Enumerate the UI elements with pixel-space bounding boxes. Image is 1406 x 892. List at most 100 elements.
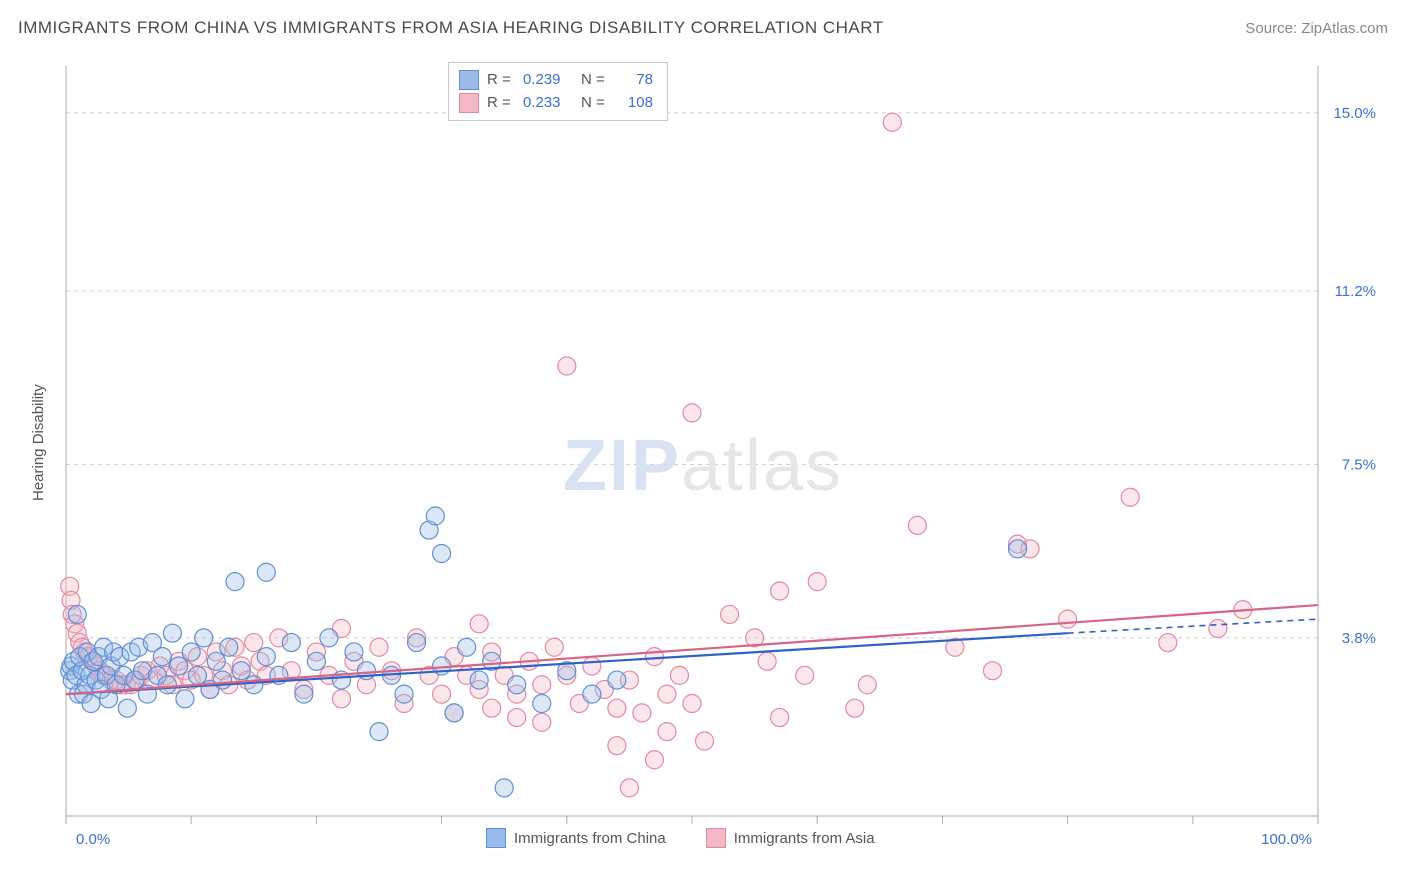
data-point <box>645 648 663 666</box>
data-point <box>483 699 501 717</box>
data-point <box>118 699 136 717</box>
source-link[interactable]: ZipAtlas.com <box>1301 20 1388 37</box>
legend-swatch <box>459 70 479 90</box>
legend-item: Immigrants from Asia <box>706 828 875 848</box>
n-label: N = <box>568 69 608 92</box>
data-point <box>645 751 663 769</box>
data-point <box>470 671 488 689</box>
y-tick-label: 3.8% <box>1342 630 1376 647</box>
data-point <box>245 634 263 652</box>
data-point <box>633 704 651 722</box>
x-tick-label: 100.0% <box>1261 831 1312 848</box>
data-point <box>188 666 206 684</box>
data-point <box>696 732 714 750</box>
data-point <box>721 605 739 623</box>
legend-item: Immigrants from China <box>486 828 666 848</box>
data-point <box>226 573 244 591</box>
data-point <box>608 671 626 689</box>
data-point <box>282 634 300 652</box>
data-point <box>771 709 789 727</box>
data-point <box>232 662 250 680</box>
data-point <box>683 695 701 713</box>
data-point <box>295 685 313 703</box>
stats-row: R = 0.239 N = 78 <box>459 69 653 92</box>
data-point <box>1121 488 1139 506</box>
data-point <box>508 709 526 727</box>
data-point <box>433 685 451 703</box>
data-point <box>808 573 826 591</box>
r-value: 0.239 <box>523 69 561 92</box>
data-point <box>858 676 876 694</box>
data-point <box>426 507 444 525</box>
data-point <box>545 638 563 656</box>
data-point <box>163 624 181 642</box>
series-immigrants-from-asia <box>61 113 1252 797</box>
data-point <box>153 648 171 666</box>
data-point <box>257 648 275 666</box>
x-tick-label: 0.0% <box>76 831 110 848</box>
scatter-chart: 3.8% 7.5% 11.2% 15.0% 0.0% 100.0% <box>18 58 1388 874</box>
data-point <box>683 404 701 422</box>
data-point <box>345 643 363 661</box>
data-point <box>846 699 864 717</box>
data-point <box>758 652 776 670</box>
data-point <box>883 113 901 131</box>
data-point <box>458 638 476 656</box>
legend: Immigrants from China Immigrants from Asi… <box>486 828 875 848</box>
n-value: 108 <box>617 92 653 115</box>
data-point <box>445 704 463 722</box>
r-label: R = <box>487 92 515 115</box>
data-point <box>182 643 200 661</box>
data-point <box>307 652 325 670</box>
data-point <box>207 652 225 670</box>
data-point <box>433 545 451 563</box>
data-point <box>1009 540 1027 558</box>
source-label: Source: <box>1245 20 1301 37</box>
data-point <box>508 676 526 694</box>
data-point <box>1159 634 1177 652</box>
legend-label: Immigrants from Asia <box>734 830 875 847</box>
data-point <box>658 685 676 703</box>
data-point <box>245 676 263 694</box>
data-point <box>658 723 676 741</box>
data-point <box>983 662 1001 680</box>
legend-swatch <box>459 93 479 113</box>
data-point <box>583 685 601 703</box>
data-point <box>68 605 86 623</box>
legend-swatch <box>486 828 506 848</box>
data-point <box>395 685 413 703</box>
data-point <box>320 629 338 647</box>
y-axis-label: Hearing Disability <box>30 384 47 501</box>
data-point <box>1209 620 1227 638</box>
data-point <box>408 634 426 652</box>
data-point <box>670 666 688 684</box>
correlation-stats-box: R = 0.239 N = 78R = 0.233 N = 108 <box>448 62 668 121</box>
r-label: R = <box>487 69 515 92</box>
data-point <box>195 629 213 647</box>
data-point <box>370 638 388 656</box>
r-value: 0.233 <box>523 92 561 115</box>
data-point <box>158 676 176 694</box>
data-point <box>608 737 626 755</box>
data-point <box>332 690 350 708</box>
y-tick-label: 11.2% <box>1335 283 1376 300</box>
data-point <box>771 582 789 600</box>
data-point <box>608 699 626 717</box>
data-point <box>558 357 576 375</box>
n-label: N = <box>568 92 608 115</box>
stats-row: R = 0.233 N = 108 <box>459 92 653 115</box>
data-point <box>533 695 551 713</box>
n-value: 78 <box>617 69 653 92</box>
data-point <box>370 723 388 741</box>
source-attribution: Source: ZipAtlas.com <box>1245 20 1388 37</box>
data-point <box>495 779 513 797</box>
y-tick-label: 7.5% <box>1342 456 1376 473</box>
chart-container: ZIPatlas Hearing Disability 3.8%7.5%11.2… <box>18 58 1388 874</box>
data-point <box>1059 610 1077 628</box>
data-point <box>257 563 275 581</box>
legend-swatch <box>706 828 726 848</box>
data-point <box>176 690 194 708</box>
data-point <box>533 713 551 731</box>
y-tick-label: 15.0% <box>1333 105 1376 122</box>
data-point <box>796 666 814 684</box>
